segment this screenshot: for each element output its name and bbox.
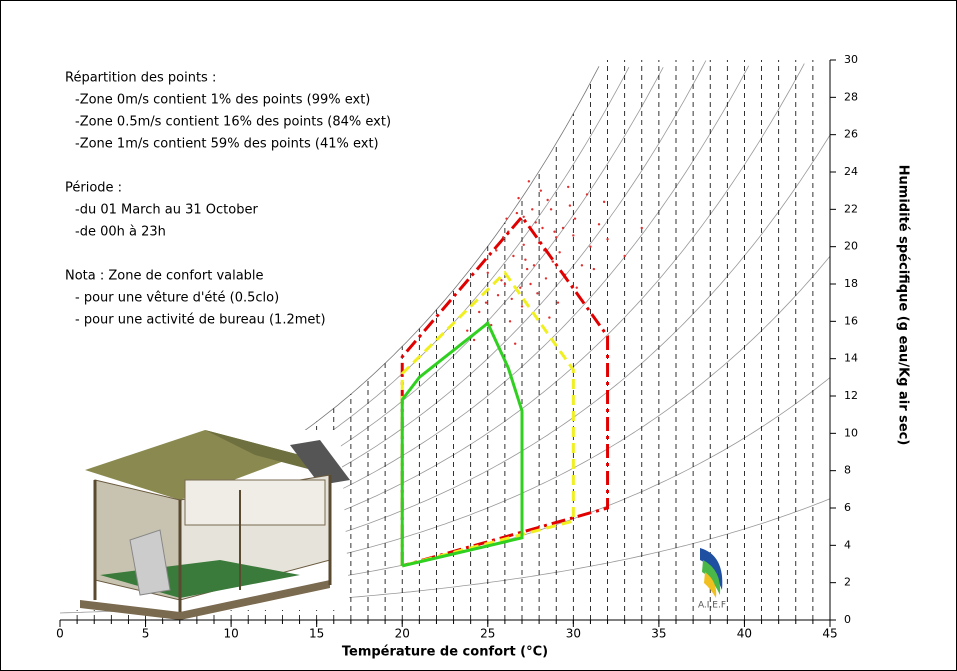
y-tick-label: 4 [844, 538, 851, 551]
x-axis-label: Température de confort (°C) [342, 645, 548, 660]
data-point [508, 320, 512, 323]
x-tick-label: 0 [56, 627, 64, 641]
data-point [525, 267, 529, 271]
y-tick-label: 18 [844, 277, 858, 290]
data-point [544, 277, 548, 280]
data-point [580, 264, 584, 267]
data-point [513, 342, 517, 345]
data-point [522, 243, 525, 246]
data-point [558, 251, 561, 254]
data-point [589, 245, 592, 248]
data-point [503, 282, 507, 286]
note-line: -Zone 0m/s contient 1% des points (99% e… [75, 93, 370, 108]
data-point [561, 226, 565, 230]
data-point [536, 292, 539, 295]
data-point [531, 208, 534, 211]
data-point [585, 193, 589, 196]
data-point [573, 217, 577, 220]
data-point [478, 310, 481, 314]
data-point [567, 185, 570, 189]
data-point [548, 316, 551, 319]
data-point [505, 217, 508, 220]
house-image [60, 430, 350, 620]
data-point [472, 338, 476, 342]
y-tick-label: 12 [844, 389, 858, 402]
data-point [527, 180, 531, 183]
data-point [575, 286, 578, 289]
y-tick-label: 2 [844, 576, 851, 589]
note-heading: Nota : Zone de confort valable [65, 269, 264, 284]
y-tick-label: 26 [844, 128, 858, 141]
x-tick-label: 25 [480, 627, 495, 641]
note-line: -de 00h à 23h [75, 225, 166, 240]
data-point [510, 297, 513, 301]
data-point [524, 258, 527, 261]
note-heading: Période : [65, 181, 122, 196]
data-point [602, 200, 606, 204]
data-point [623, 254, 626, 258]
x-tick-label: 10 [223, 627, 238, 641]
data-point [532, 264, 536, 267]
note-line: -du 01 March au 31 October [75, 203, 258, 218]
data-point [606, 238, 609, 241]
data-point [520, 305, 524, 308]
data-point [546, 198, 549, 202]
data-point [549, 208, 553, 211]
data-point [484, 301, 488, 304]
y-tick-label: 24 [844, 165, 858, 178]
data-point [519, 286, 522, 289]
data-point [529, 282, 532, 286]
note-line: -Zone 0.5m/s contient 16% des points (84… [75, 115, 391, 130]
data-point [515, 211, 519, 215]
data-point [572, 234, 575, 237]
note-heading: Répartition des points : [65, 71, 216, 86]
y-tick-label: 8 [844, 464, 851, 477]
data-point [597, 223, 601, 226]
note-line: - pour une vêture d'été (0.5clo) [75, 291, 279, 306]
y-axis-label: Humidité spécifique (g eau/Kg air sec) [896, 165, 911, 446]
data-point [539, 189, 543, 192]
note-line: - pour une activité de bureau (1.2met) [75, 313, 326, 328]
data-point [517, 196, 520, 200]
logo-text: A.I.E.F [698, 601, 726, 611]
x-tick-label: 40 [737, 627, 752, 641]
data-point [640, 226, 643, 230]
data-point [522, 215, 525, 218]
data-point [556, 301, 560, 304]
data-point [486, 271, 489, 274]
data-point [512, 254, 515, 258]
x-tick-label: 15 [309, 627, 324, 641]
x-tick-label: 35 [651, 627, 666, 641]
data-point [490, 323, 493, 327]
data-point [555, 236, 558, 239]
y-tick-label: 16 [844, 314, 858, 327]
data-point [568, 204, 572, 207]
y-tick-label: 0 [844, 613, 851, 626]
logo: A.I.E.F [698, 548, 726, 611]
note-line: -Zone 1m/s contient 59% des points (41% … [75, 137, 379, 152]
x-tick-label: 45 [822, 627, 837, 641]
x-tick-label: 5 [142, 627, 150, 641]
data-point [534, 221, 537, 224]
comfort-zone [400, 320, 524, 568]
y-tick-label: 30 [844, 53, 858, 66]
x-tick-label: 20 [395, 627, 410, 641]
data-point [551, 260, 554, 263]
y-tick-label: 22 [844, 202, 858, 215]
y-tick-label: 28 [844, 90, 858, 103]
data-point [500, 279, 503, 282]
y-tick-label: 6 [844, 501, 851, 514]
y-tick-label: 14 [844, 352, 858, 365]
y-tick-label: 10 [844, 426, 858, 439]
comfort-zone [400, 214, 610, 568]
y-tick-label: 20 [844, 240, 858, 253]
x-tick-label: 30 [566, 627, 581, 641]
data-point [592, 267, 596, 271]
data-point [541, 226, 544, 230]
data-point [466, 329, 469, 332]
data-point [496, 294, 500, 297]
data-point [553, 230, 556, 233]
